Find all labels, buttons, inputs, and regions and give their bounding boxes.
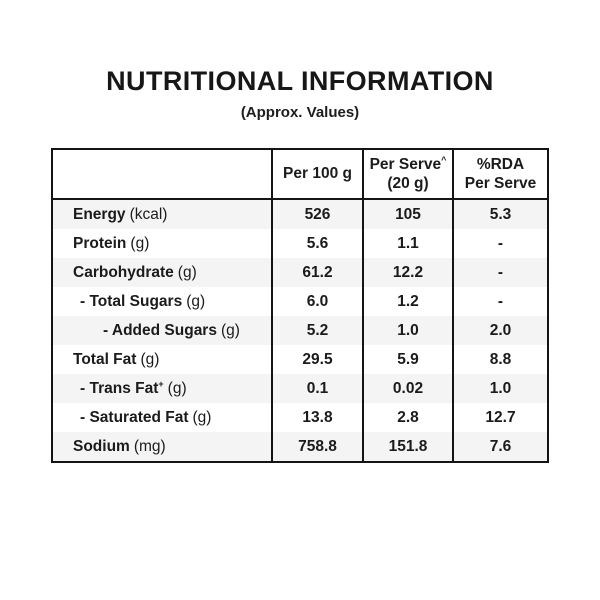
- table-row-protein: Protein (g) 5.6 1.1 -: [52, 229, 548, 258]
- nutrient-unit: (kcal): [129, 205, 168, 223]
- table-row-trans-fat: - Trans Fat+ (g) 0.1 0.02 1.0: [52, 374, 548, 403]
- value-per-serve: 151.8: [362, 432, 453, 462]
- table-row-sodium: Sodium (mg) 758.8 151.8 7.6: [52, 432, 548, 462]
- value-per-100g: 6.0: [271, 287, 363, 316]
- row-label: - Added Sugars (g): [52, 316, 272, 345]
- nutrient-unit: (g): [167, 379, 187, 397]
- value-per-serve: 12.2: [362, 258, 453, 287]
- row-label: Carbohydrate (g): [52, 258, 272, 287]
- nutrient-name: Sodium: [73, 437, 130, 455]
- row-label: Total Fat (g): [52, 345, 272, 374]
- row-label: - Total Sugars (g): [52, 287, 272, 316]
- value-rda: 12.7: [452, 403, 548, 432]
- value-rda: 1.0: [452, 374, 548, 403]
- table-row-total-sugars: - Total Sugars (g) 6.0 1.2 -: [52, 287, 548, 316]
- value-per-100g: 0.1: [271, 374, 363, 403]
- header-rda: %RDA Per Serve: [452, 149, 548, 200]
- nutrient-unit: (mg): [133, 437, 166, 455]
- table-header: Per 100 g Per Serve^ (20 g) %RDA Per Serve: [52, 149, 548, 200]
- table-row-total-fat: Total Fat (g) 29.5 5.9 8.8: [52, 345, 548, 374]
- value-per-serve: 0.02: [362, 374, 453, 403]
- table-row-saturated-fat: - Saturated Fat (g) 13.8 2.8 12.7: [52, 403, 548, 432]
- page-subtitle: (Approx. Values): [240, 104, 360, 121]
- row-label: - Trans Fat+ (g): [52, 374, 272, 403]
- nutrient-unit: (g): [177, 263, 197, 281]
- value-per-100g: 526: [271, 199, 363, 229]
- value-per-100g: 758.8: [271, 432, 363, 462]
- table-row-carbohydrate: Carbohydrate (g) 61.2 12.2 -: [52, 258, 548, 287]
- value-per-serve: 1.2: [362, 287, 453, 316]
- header-rda-line1: %RDA: [476, 155, 525, 173]
- header-per-serve-line2: (20 g): [387, 175, 429, 192]
- value-per-100g: 13.8: [271, 403, 363, 432]
- value-rda: -: [452, 229, 548, 258]
- header-blank: [52, 149, 272, 200]
- header-per-serve-footmark: ^: [441, 154, 447, 165]
- header-rda-line2: Per Serve: [464, 175, 537, 192]
- table-body: Energy (kcal) 526 105 5.3 Protein (g) 5.6 …: [52, 199, 548, 462]
- value-per-serve: 1.0: [362, 316, 453, 345]
- row-label: Protein (g): [52, 229, 272, 258]
- nutrient-name: Total Fat: [73, 350, 137, 368]
- value-rda: 5.3: [452, 199, 548, 229]
- header-per-serve-line1: Per Serve: [369, 155, 442, 173]
- value-rda: 8.8: [452, 345, 548, 374]
- nutrient-unit: (g): [192, 408, 212, 426]
- value-rda: -: [452, 287, 548, 316]
- row-label: Energy (kcal): [52, 199, 272, 229]
- nutrient-name: - Total Sugars: [80, 292, 183, 310]
- header-row: Per 100 g Per Serve^ (20 g) %RDA Per Serve: [52, 149, 548, 200]
- row-label: - Saturated Fat (g): [52, 403, 272, 432]
- nutrient-name: Protein: [73, 234, 127, 252]
- value-per-100g: 29.5: [271, 345, 363, 374]
- value-per-serve: 5.9: [362, 345, 453, 374]
- nutrient-name: - Added Sugars: [103, 321, 217, 339]
- value-per-100g: 5.2: [271, 316, 363, 345]
- header-per-serve: Per Serve^ (20 g): [362, 149, 453, 200]
- nutrient-unit: (g): [130, 234, 150, 252]
- row-label: Sodium (mg): [52, 432, 272, 462]
- value-per-serve: 105: [362, 199, 453, 229]
- value-rda: 2.0: [452, 316, 548, 345]
- nutrient-footmark: +: [158, 378, 164, 389]
- nutrition-table: Per 100 g Per Serve^ (20 g) %RDA Per Serve…: [51, 148, 549, 463]
- nutrient-unit: (g): [220, 321, 240, 339]
- nutrient-unit: (g): [140, 350, 160, 368]
- value-per-serve: 1.1: [362, 229, 453, 258]
- value-per-100g: 61.2: [271, 258, 363, 287]
- table-row-energy: Energy (kcal) 526 105 5.3: [52, 199, 548, 229]
- nutrient-name: Carbohydrate: [73, 263, 174, 281]
- nutrient-unit: (g): [186, 292, 206, 310]
- page-title: NUTRITIONAL INFORMATION: [106, 66, 494, 96]
- table-row-added-sugars: - Added Sugars (g) 5.2 1.0 2.0: [52, 316, 548, 345]
- nutrient-name: - Saturated Fat: [80, 408, 189, 426]
- header-per-100g: Per 100 g: [271, 149, 363, 200]
- value-per-serve: 2.8: [362, 403, 453, 432]
- nutrient-name: - Trans Fat: [80, 379, 159, 397]
- value-rda: 7.6: [452, 432, 548, 462]
- value-rda: -: [452, 258, 548, 287]
- value-per-100g: 5.6: [271, 229, 363, 258]
- nutrient-name: Energy: [73, 205, 126, 223]
